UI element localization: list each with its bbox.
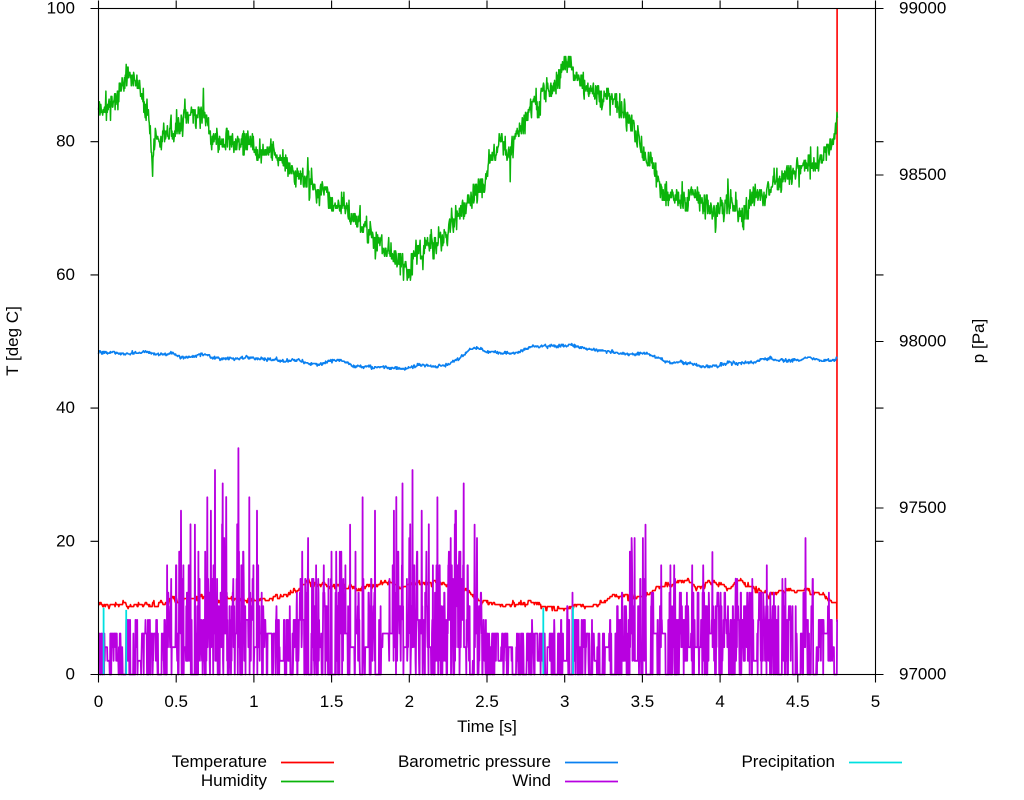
svg-text:0: 0	[94, 692, 103, 711]
svg-text:0: 0	[66, 665, 75, 684]
svg-text:40: 40	[56, 398, 75, 417]
svg-text:Temperature: Temperature	[172, 752, 267, 771]
svg-text:Barometric pressure: Barometric pressure	[398, 752, 551, 771]
svg-text:97500: 97500	[899, 498, 946, 517]
svg-text:0.5: 0.5	[164, 692, 188, 711]
svg-text:60: 60	[56, 265, 75, 284]
svg-text:Wind: Wind	[512, 771, 551, 790]
svg-text:2.5: 2.5	[475, 692, 499, 711]
svg-text:1: 1	[249, 692, 258, 711]
svg-text:p [Pa]: p [Pa]	[969, 319, 988, 363]
svg-text:98000: 98000	[899, 332, 946, 351]
svg-text:4.5: 4.5	[786, 692, 810, 711]
svg-text:5: 5	[871, 692, 880, 711]
svg-text:3.5: 3.5	[631, 692, 655, 711]
svg-text:20: 20	[56, 531, 75, 550]
svg-text:3: 3	[560, 692, 569, 711]
svg-text:Precipitation: Precipitation	[741, 752, 835, 771]
svg-text:1.5: 1.5	[320, 692, 344, 711]
svg-text:4: 4	[715, 692, 724, 711]
svg-text:98500: 98500	[899, 165, 946, 184]
svg-text:100: 100	[47, 0, 75, 18]
svg-text:2: 2	[405, 692, 414, 711]
svg-text:97000: 97000	[899, 665, 946, 684]
svg-text:Time [s]: Time [s]	[457, 717, 517, 736]
svg-text:80: 80	[56, 132, 75, 151]
svg-text:Humidity: Humidity	[201, 771, 268, 790]
svg-text:T [deg C]: T [deg C]	[3, 306, 22, 376]
svg-text:99000: 99000	[899, 0, 946, 18]
